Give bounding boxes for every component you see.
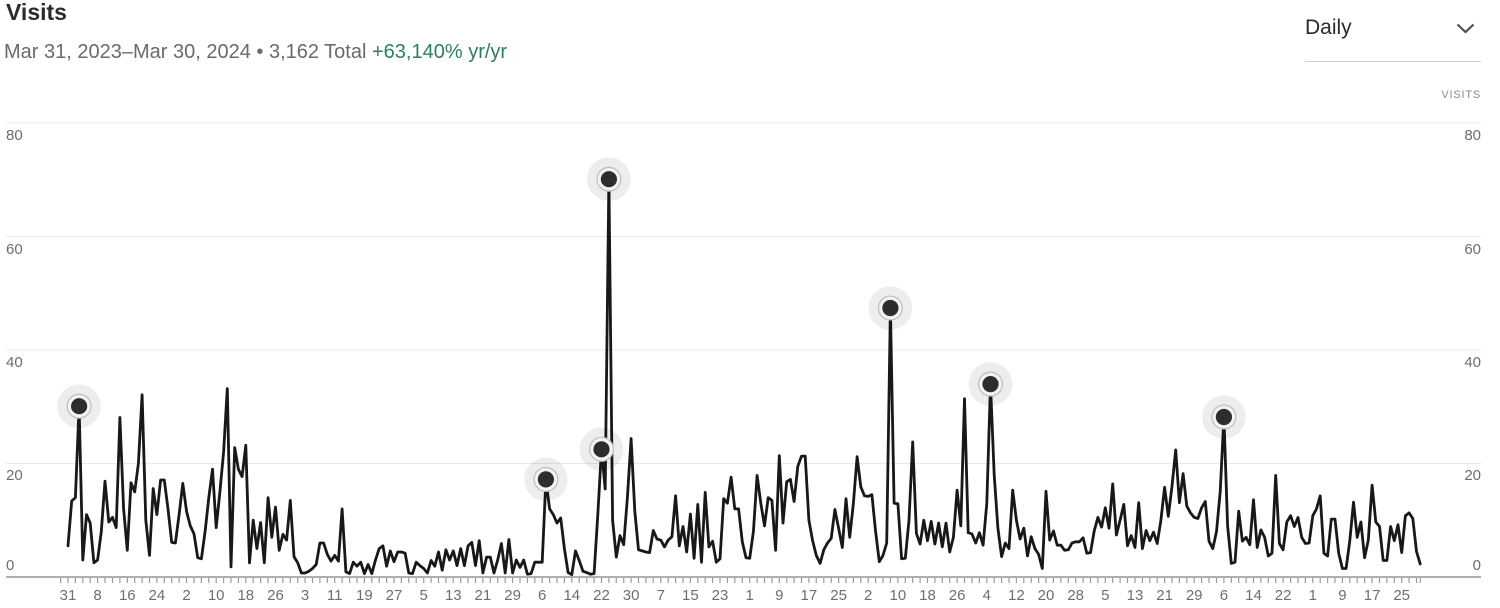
- svg-text:26: 26: [267, 587, 284, 604]
- svg-text:22: 22: [593, 587, 610, 604]
- svg-text:17: 17: [801, 587, 818, 604]
- svg-text:25: 25: [830, 587, 847, 604]
- svg-text:60: 60: [6, 241, 23, 258]
- svg-text:13: 13: [445, 587, 462, 604]
- svg-text:26: 26: [949, 587, 966, 604]
- svg-text:2: 2: [182, 587, 190, 604]
- svg-text:18: 18: [919, 587, 936, 604]
- svg-text:14: 14: [1245, 587, 1262, 604]
- svg-text:0: 0: [1473, 557, 1481, 574]
- svg-text:30: 30: [623, 587, 640, 604]
- svg-text:16: 16: [119, 587, 136, 604]
- svg-text:31: 31: [60, 587, 77, 604]
- svg-text:15: 15: [682, 587, 699, 604]
- svg-text:11: 11: [327, 587, 343, 604]
- svg-text:24: 24: [149, 587, 166, 604]
- svg-text:13: 13: [1127, 587, 1144, 604]
- svg-text:9: 9: [775, 587, 783, 604]
- svg-text:4: 4: [983, 587, 991, 604]
- svg-text:10: 10: [890, 587, 907, 604]
- svg-text:80: 80: [1464, 127, 1481, 144]
- svg-text:25: 25: [1393, 587, 1410, 604]
- svg-text:21: 21: [475, 587, 492, 604]
- svg-text:1: 1: [746, 587, 754, 604]
- svg-text:6: 6: [538, 587, 546, 604]
- svg-text:23: 23: [712, 587, 729, 604]
- svg-text:29: 29: [1186, 587, 1203, 604]
- svg-text:19: 19: [356, 587, 373, 604]
- svg-text:17: 17: [1364, 587, 1381, 604]
- svg-text:80: 80: [6, 127, 23, 144]
- svg-text:29: 29: [504, 587, 521, 604]
- svg-text:10: 10: [208, 587, 225, 604]
- svg-text:40: 40: [1464, 354, 1481, 371]
- svg-text:9: 9: [1338, 587, 1346, 604]
- svg-text:0: 0: [6, 557, 14, 574]
- svg-text:21: 21: [1156, 587, 1173, 604]
- svg-text:8: 8: [93, 587, 101, 604]
- svg-text:5: 5: [1101, 587, 1109, 604]
- svg-text:28: 28: [1067, 587, 1084, 604]
- svg-text:27: 27: [386, 587, 403, 604]
- svg-text:2: 2: [864, 587, 872, 604]
- svg-text:60: 60: [1464, 241, 1481, 258]
- svg-text:18: 18: [237, 587, 254, 604]
- svg-text:14: 14: [563, 587, 580, 604]
- svg-text:12: 12: [1008, 587, 1025, 604]
- svg-text:20: 20: [1464, 467, 1481, 484]
- svg-text:22: 22: [1275, 587, 1292, 604]
- svg-text:5: 5: [420, 587, 428, 604]
- svg-text:40: 40: [6, 354, 23, 371]
- svg-text:20: 20: [1038, 587, 1055, 604]
- svg-text:20: 20: [6, 467, 23, 484]
- svg-text:1: 1: [1309, 587, 1317, 604]
- svg-text:7: 7: [657, 587, 665, 604]
- svg-text:6: 6: [1220, 587, 1228, 604]
- svg-text:3: 3: [301, 587, 309, 604]
